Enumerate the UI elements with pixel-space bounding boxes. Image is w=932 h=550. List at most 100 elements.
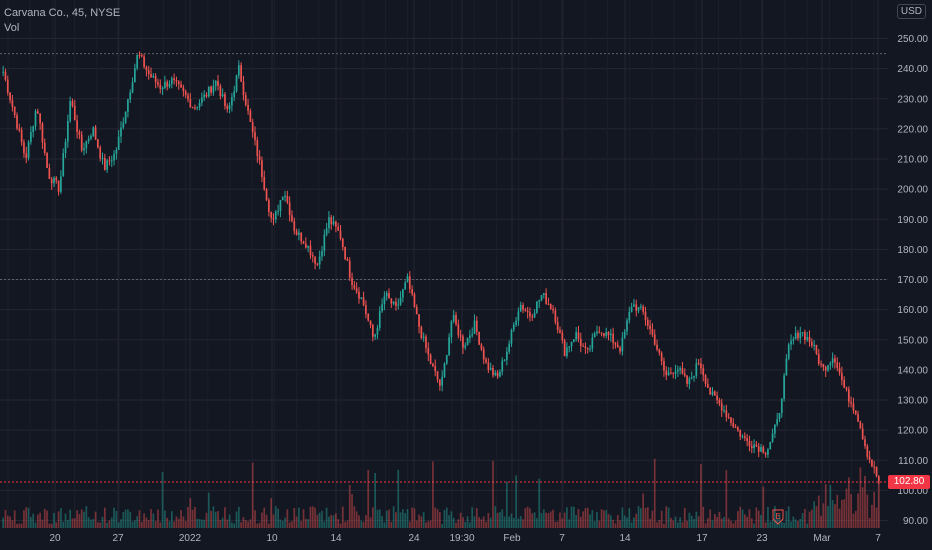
candle-body [231,97,233,106]
candle-body [115,149,118,154]
volume-bar [309,506,312,528]
candle-body [247,105,249,111]
candle-body [485,359,487,363]
volume-bar [529,508,531,528]
candle-body [224,94,226,107]
volume-bar [124,509,127,528]
candle-body [214,80,217,87]
candle-body [621,337,624,352]
volume-bar [469,522,471,528]
candle-body [27,141,30,158]
volume-bar [547,513,550,528]
candle-body [284,195,286,197]
candle-body [792,339,795,341]
volume-bar [113,507,115,528]
price-axis-label: 100.00 [897,486,928,497]
candle-body [441,376,444,386]
volume-bar [362,522,365,528]
price-axis-label: 140.00 [897,365,928,376]
volume-bar [307,519,309,528]
volume-bar [254,510,256,528]
volume-bar [127,509,129,528]
volume-bar [392,506,395,528]
volume-bar [836,494,839,528]
candle-body [78,131,81,135]
candle-body [408,276,411,290]
volume-bar [73,518,76,528]
volume-bar [739,506,742,528]
volume-bar [425,522,427,528]
volume-bar [344,521,346,528]
candle-body [164,81,166,89]
volume-bar [332,515,335,528]
candle-body [427,348,430,355]
candle-body [584,346,587,349]
candle-body [471,333,474,336]
volume-bar [478,517,480,528]
candle-body [820,363,822,365]
candle-body [637,306,640,311]
candle-body [670,372,672,374]
volume-bar [871,504,873,528]
volume-bar [612,519,614,528]
candle-body [351,277,353,286]
candle-body [18,128,21,131]
volume-bar [813,501,816,528]
candle-body [422,336,425,338]
currency-label[interactable]: USD [896,4,926,19]
volume-bar [166,517,169,528]
time-axis-label: 20 [49,533,61,544]
volume-bar [131,521,134,528]
volume-bar [217,510,219,528]
volume-bar [589,514,591,528]
volume-bar [459,512,462,528]
candle-body [700,363,702,369]
candle-body [83,148,85,151]
volume-bar [408,521,411,528]
candle-body [586,348,589,350]
candle-body [642,306,645,312]
candle-body [76,120,78,132]
volume-bar [746,516,748,528]
candle-body [23,142,25,154]
time-axis-label: 7 [559,533,565,544]
volume-bar [277,508,279,528]
volume-bar [847,477,850,528]
candle-body [244,95,247,106]
price-axis-label: 130.00 [897,396,928,407]
volume-bar [681,522,684,528]
volume-bar [304,518,307,528]
volume-bar [293,507,296,528]
volume-bar [323,521,326,528]
volume-bar [716,516,718,528]
candle-body [134,68,136,83]
candle-body [203,94,206,98]
volume-bar [427,521,430,528]
price-axis-label: 160.00 [897,305,928,316]
volume-bar [201,519,203,528]
candle-body [371,324,374,337]
volume-bar [191,509,194,528]
candle-body [425,336,427,349]
candle-body [753,444,755,449]
volume-bar [281,520,284,528]
volume-bar [103,507,106,528]
candle-body [538,300,541,302]
volume-bar [854,510,857,528]
volume-bar [600,509,603,528]
volume-bar [418,514,420,528]
candle-body [660,352,663,362]
candle-body [681,368,684,374]
candle-body [505,351,508,361]
candle-body [152,75,155,78]
volume-bar [92,519,95,528]
candle-body [314,256,316,264]
volume-bar [827,506,829,528]
candle-body [145,66,148,71]
volume-bar [219,519,222,528]
candle-body [316,263,319,265]
candle-body [529,312,531,317]
candle-body [679,368,681,370]
volume-bar [240,522,242,528]
